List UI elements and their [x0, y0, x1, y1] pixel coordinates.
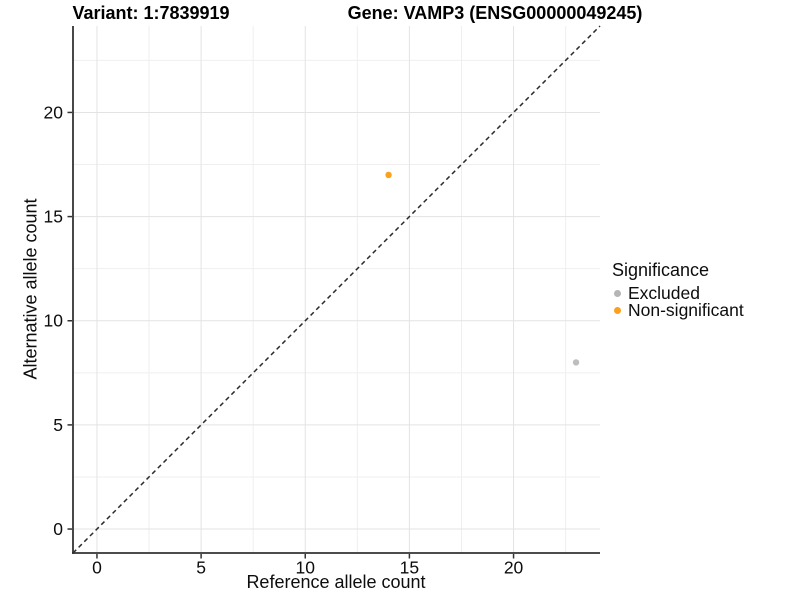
gene-title: Gene: VAMP3 (ENSG00000049245) — [347, 3, 643, 23]
legend-swatch-icon — [614, 290, 621, 297]
y-tick-label: 5 — [53, 415, 63, 435]
x-tick-label: 15 — [400, 558, 419, 578]
axis-lines — [72, 26, 600, 554]
x-tick-label: 5 — [196, 558, 206, 578]
y-tick-label: 15 — [44, 207, 63, 227]
identity-line — [72, 25, 601, 554]
minor-gridlines — [73, 26, 600, 553]
x-tick-label: 10 — [296, 558, 316, 578]
legend-item-label: Excluded — [628, 283, 700, 303]
major-gridlines — [73, 26, 600, 553]
legend: Significance Excluded Non-significant — [612, 260, 744, 320]
legend-items: Excluded Non-significant — [612, 283, 744, 320]
tick-labels: 0 5 10 15 20 0 5 10 15 20 — [44, 102, 524, 577]
legend-item: Non-significant — [614, 300, 744, 320]
y-axis-label: Alternative allele count — [20, 198, 41, 380]
y-tick-label: 10 — [44, 311, 64, 331]
variant-title: Variant: 1:7839919 — [72, 3, 230, 23]
x-tick-label: 20 — [504, 558, 524, 578]
legend-title: Significance — [612, 260, 710, 280]
data-points — [385, 171, 580, 366]
legend-swatch-icon — [614, 307, 621, 314]
legend-item-label: Non-significant — [628, 300, 744, 320]
x-tick-label: 0 — [92, 558, 102, 578]
legend-item: Excluded — [614, 283, 744, 303]
tick-marks — [67, 111, 515, 559]
x-axis-label: Reference allele count — [246, 572, 426, 592]
y-tick-label: 0 — [53, 519, 63, 539]
data-point-excluded — [572, 359, 580, 366]
y-tick-label: 20 — [44, 102, 64, 122]
data-point-non-significant — [385, 171, 392, 179]
